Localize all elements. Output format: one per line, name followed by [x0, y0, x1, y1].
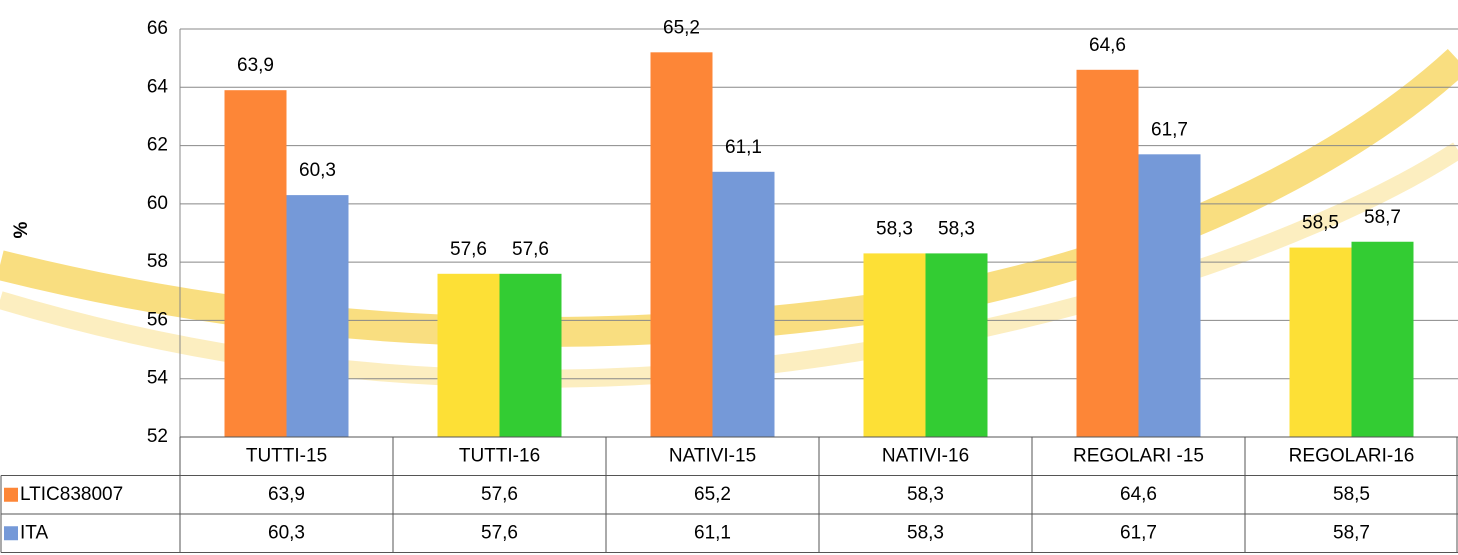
- legend-label: ITA: [20, 522, 48, 543]
- bar: [1351, 241, 1414, 437]
- data-label: 58,5: [1302, 213, 1339, 234]
- x-tick-label: TUTTI-16: [459, 445, 540, 466]
- data-label: 64,6: [1089, 35, 1126, 56]
- bar: [1138, 154, 1201, 438]
- y-tick-label: 52: [147, 426, 168, 447]
- x-tick-label: TUTTI-15: [246, 445, 327, 466]
- data-label: 58,3: [876, 218, 913, 239]
- data-label: 61,7: [1151, 119, 1188, 140]
- y-tick-label: 60: [147, 193, 168, 214]
- y-tick-label: 64: [147, 76, 169, 97]
- y-tick-label: 54: [147, 368, 169, 389]
- table-cell: 61,7: [1120, 522, 1157, 543]
- bar: [925, 253, 988, 437]
- table-cell: 58,3: [907, 484, 944, 505]
- data-label: 61,1: [725, 137, 762, 158]
- table-cell: 57,6: [481, 484, 518, 505]
- x-tick-label: REGOLARI-16: [1289, 445, 1415, 466]
- y-tick-label: 56: [147, 309, 168, 330]
- table-cell: 65,2: [694, 484, 731, 505]
- x-tick-label: REGOLARI -15: [1073, 445, 1204, 466]
- bar: [863, 253, 926, 437]
- legend-swatch: [4, 487, 18, 502]
- y-tick-label: 62: [147, 135, 168, 156]
- table-cell: 58,3: [907, 522, 944, 543]
- table-cell: 58,5: [1333, 484, 1370, 505]
- x-tick-label: NATIVI-16: [882, 445, 969, 466]
- table-cell: 58,7: [1333, 522, 1370, 543]
- table-cell: 64,6: [1120, 484, 1157, 505]
- bar: [1076, 69, 1139, 438]
- data-label: 57,6: [512, 239, 549, 260]
- y-tick-label: 58: [147, 251, 168, 272]
- legend-swatch: [4, 526, 18, 541]
- legend-label: LTIC838007: [20, 484, 123, 505]
- table-cell: 61,1: [694, 522, 731, 543]
- data-label: 60,3: [299, 160, 336, 181]
- bar: [286, 195, 349, 437]
- bar: [1289, 247, 1352, 437]
- bar: [437, 273, 500, 437]
- data-label: 57,6: [450, 239, 487, 260]
- data-label: 58,7: [1364, 207, 1401, 228]
- y-axis-label: %: [11, 221, 32, 238]
- bar: [712, 171, 775, 438]
- table-cell: 60,3: [268, 522, 305, 543]
- x-tick-label: NATIVI-15: [669, 445, 756, 466]
- data-label: 65,2: [663, 17, 700, 38]
- table-cell: 63,9: [268, 484, 305, 505]
- table-cell: 57,6: [481, 522, 518, 543]
- y-tick-label: 66: [147, 18, 168, 39]
- bar: [650, 52, 713, 438]
- data-label: 63,9: [237, 55, 274, 76]
- bar: [499, 273, 562, 437]
- data-label: 58,3: [938, 218, 975, 239]
- bar: [224, 90, 287, 437]
